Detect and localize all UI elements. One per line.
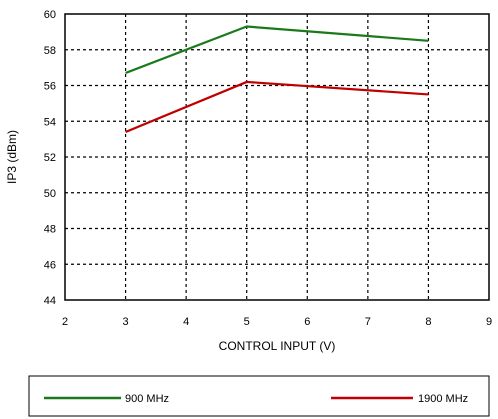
legend: 900 MHz 1900 MHz [44,393,468,405]
x-tick-label: 6 [304,316,310,328]
x-tick-label: 4 [183,316,189,328]
x-tick-label: 8 [425,316,431,328]
y-axis-title: IP3 (dBm) [5,130,19,184]
y-tick-label: 60 [44,9,56,21]
series-lines [125,25,429,133]
y-tick-label: 52 [44,152,56,164]
series-line [125,80,429,133]
legend-label: 1900 MHz [418,393,468,405]
series-line [125,25,429,75]
y-tick-label: 50 [44,188,56,200]
grid [65,14,489,300]
legend-box [28,375,490,417]
x-axis-title: CONTROL INPUT (V) [219,339,336,353]
y-tick-label: 44 [44,295,56,307]
x-tick-label: 9 [486,316,492,328]
x-tick-label: 7 [365,316,371,328]
y-tick-label: 48 [44,224,56,236]
y-tick-label: 56 [44,81,56,93]
y-tick-label: 46 [44,259,56,271]
x-tick-label: 2 [62,316,68,328]
y-tick-label: 58 [44,45,56,57]
legend-label: 900 MHz [125,393,169,405]
x-tick-label: 3 [123,316,129,328]
x-tick-label: 5 [244,316,250,328]
plot-frame [64,13,490,301]
y-tick-label: 54 [44,116,56,128]
